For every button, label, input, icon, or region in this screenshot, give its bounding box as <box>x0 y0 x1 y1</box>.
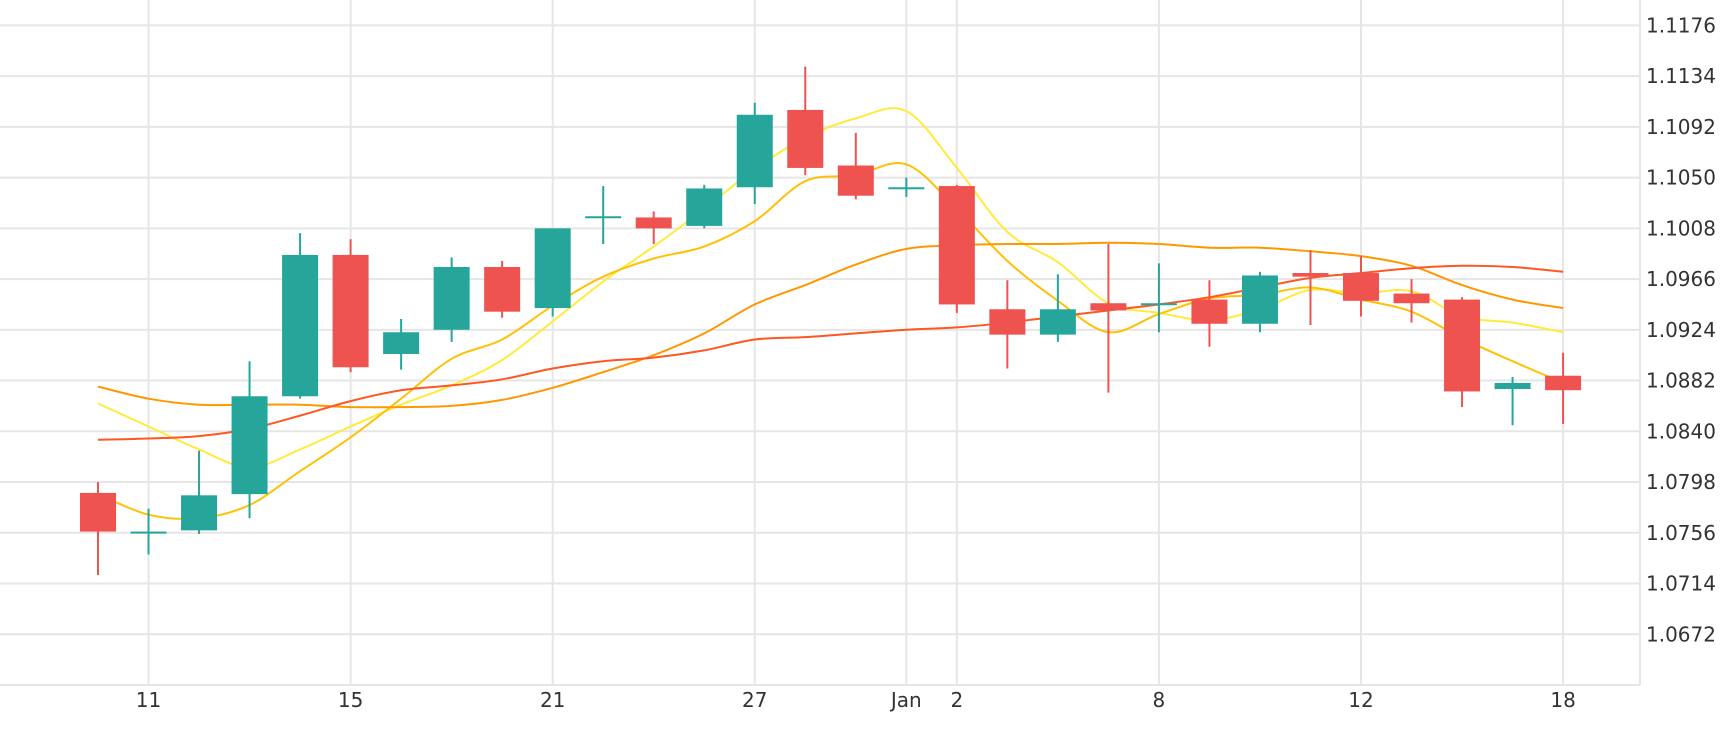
candle-body <box>686 188 723 226</box>
candle-body <box>888 187 925 190</box>
y-tick-label: 1.1134 <box>1646 64 1716 88</box>
y-tick-label: 1.0924 <box>1646 318 1716 342</box>
candle-body <box>383 332 420 354</box>
candle-body <box>231 396 268 495</box>
y-tick-label: 1.1092 <box>1646 115 1716 139</box>
candle-body <box>1494 382 1531 390</box>
x-tick-label: 2 <box>950 688 963 712</box>
candle <box>837 132 874 200</box>
candle <box>1494 376 1531 426</box>
candle-body <box>736 114 773 188</box>
candle <box>989 280 1026 369</box>
x-tick-label: 27 <box>742 688 767 712</box>
candle <box>1545 352 1582 425</box>
candle <box>433 257 470 342</box>
moving-average-line-4 <box>97 264 1564 441</box>
candle-body <box>130 531 167 534</box>
candle-body <box>1090 303 1127 311</box>
y-tick-label: 1.0882 <box>1646 369 1716 393</box>
candle-body <box>332 254 369 368</box>
candle <box>1039 274 1076 342</box>
candle-body <box>938 186 975 305</box>
candle <box>1140 263 1177 333</box>
candle-body <box>837 165 874 196</box>
candle-body <box>1039 309 1076 335</box>
y-tick-label: 1.0756 <box>1646 521 1716 545</box>
axis-layer: 1.0672 1.0714 1.0756 1.0798 1.0840 1.0882 1.09… <box>136 13 1716 712</box>
candle-body <box>484 266 521 312</box>
y-tick-label: 1.1176 <box>1646 13 1716 37</box>
x-tick-label: 21 <box>540 688 565 712</box>
candle-body <box>989 309 1026 335</box>
candle-body <box>282 254 319 397</box>
y-tick-label: 1.0966 <box>1646 267 1716 291</box>
candle <box>736 102 773 205</box>
candle-layer <box>80 66 1582 576</box>
x-tick-label: 18 <box>1550 688 1575 712</box>
x-tick-label: 8 <box>1153 688 1166 712</box>
moving-average-line-3 <box>97 241 1564 409</box>
candle <box>585 186 622 245</box>
candle <box>635 211 672 245</box>
x-tick-label: 12 <box>1348 688 1373 712</box>
candle <box>1191 280 1228 347</box>
candle <box>383 318 420 370</box>
candle <box>1292 250 1329 325</box>
candle <box>332 239 369 373</box>
candle <box>1241 271 1278 333</box>
x-tick-label: Jan <box>889 688 922 712</box>
candle <box>1444 297 1481 408</box>
candle <box>686 184 723 229</box>
y-tick-label: 1.1008 <box>1646 216 1716 240</box>
y-tick-label: 1.0798 <box>1646 470 1716 494</box>
x-tick-label: 15 <box>338 688 363 712</box>
candle <box>1393 279 1430 323</box>
candle-body <box>1545 375 1582 391</box>
candle <box>484 260 521 318</box>
y-tick-label: 1.0714 <box>1646 572 1716 596</box>
candle <box>1090 244 1127 393</box>
candle-body <box>1140 303 1177 306</box>
candle-body <box>1393 293 1430 304</box>
candle-body <box>635 217 672 229</box>
candle-body <box>181 495 218 531</box>
candle-body <box>433 266 470 330</box>
candle-body <box>1241 275 1278 324</box>
grid-layer <box>0 0 1641 686</box>
candle-body <box>534 228 571 309</box>
y-tick-label: 1.0672 <box>1646 622 1716 646</box>
y-tick-label: 1.0840 <box>1646 419 1716 443</box>
candle <box>181 450 218 534</box>
candle <box>888 177 925 197</box>
candle <box>80 482 116 576</box>
candle <box>282 233 319 399</box>
candle-body <box>585 216 622 219</box>
candle <box>231 361 268 519</box>
candle-body <box>80 492 116 532</box>
candle-body <box>1343 273 1379 301</box>
candle-body <box>1444 299 1481 392</box>
y-tick-label: 1.1050 <box>1646 166 1716 190</box>
candle <box>938 184 975 313</box>
candle <box>1343 256 1379 317</box>
x-tick-label: 11 <box>136 688 161 712</box>
candle-body <box>787 109 824 168</box>
candle-body <box>1292 273 1329 277</box>
candle-body <box>1191 299 1228 324</box>
candle <box>787 66 824 176</box>
candle <box>534 228 571 317</box>
candle <box>130 508 167 555</box>
